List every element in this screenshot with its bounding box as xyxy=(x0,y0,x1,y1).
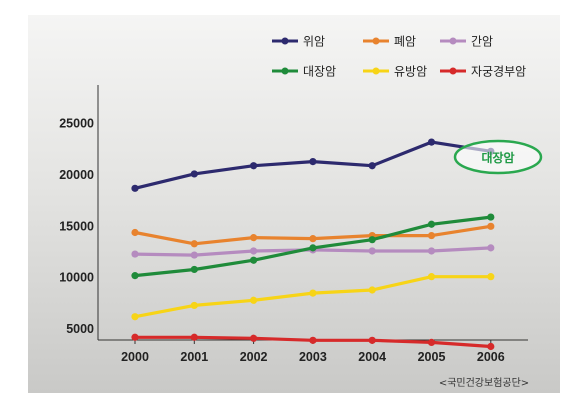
legend-label: 유방암 xyxy=(394,65,427,79)
data-point xyxy=(368,236,376,244)
legend-item: 폐암 xyxy=(363,35,416,49)
series-0 xyxy=(131,138,495,192)
data-point xyxy=(368,336,376,344)
y-tick-label: 25000 xyxy=(59,117,94,131)
legend-item: 간암 xyxy=(440,35,493,49)
series-5 xyxy=(131,333,495,351)
callout-label: 대장암 xyxy=(481,151,514,165)
legend-label: 대장암 xyxy=(303,65,336,79)
data-point xyxy=(309,244,317,252)
data-point xyxy=(190,301,198,310)
legend-label: 위암 xyxy=(303,35,325,49)
data-point xyxy=(190,265,198,274)
x-tick-label: 2005 xyxy=(418,350,446,364)
y-axis-ticks: 5000 10000 15000 20000 25000 xyxy=(59,117,94,336)
data-point xyxy=(250,234,258,242)
legend-item: 위암 xyxy=(272,35,325,49)
series-1 xyxy=(131,222,495,248)
legend-label: 자궁경부암 xyxy=(471,65,526,79)
series-4 xyxy=(131,273,495,321)
y-tick-label: 20000 xyxy=(59,168,94,182)
data-point xyxy=(190,240,198,248)
legend-swatch-dot xyxy=(449,37,457,45)
data-point xyxy=(131,184,139,192)
data-point xyxy=(368,286,376,294)
data-point xyxy=(487,273,495,281)
data-point xyxy=(190,170,198,178)
data-point xyxy=(250,296,258,304)
legend-label: 폐암 xyxy=(394,35,416,49)
data-point xyxy=(487,213,495,221)
data-point xyxy=(250,247,258,255)
chart-background xyxy=(28,15,560,393)
x-tick-label: 2001 xyxy=(180,350,208,364)
data-point xyxy=(309,158,317,166)
data-point xyxy=(190,251,198,259)
x-tick-label: 2002 xyxy=(240,350,268,364)
data-point xyxy=(131,250,139,258)
data-point xyxy=(250,256,258,264)
data-point xyxy=(487,244,495,252)
data-point xyxy=(427,138,436,146)
data-point xyxy=(250,334,258,342)
legend-swatch-dot xyxy=(372,67,380,75)
legend-item: 대장암 xyxy=(272,65,336,79)
data-point xyxy=(131,228,139,237)
legend-swatch-dot xyxy=(281,67,289,75)
data-point xyxy=(131,272,139,280)
data-point xyxy=(427,338,436,346)
data-point xyxy=(131,313,139,321)
legend-swatch-dot xyxy=(449,67,457,75)
data-point xyxy=(309,289,317,297)
data-point xyxy=(487,222,495,230)
callout-ellipse xyxy=(453,139,543,175)
legend-swatch-dot xyxy=(372,37,380,45)
data-point xyxy=(427,231,436,240)
data-point xyxy=(309,235,317,243)
callout: 대장암 xyxy=(453,139,543,175)
legend-item: 자궁경부암 xyxy=(440,65,526,79)
y-tick-label: 5000 xyxy=(66,322,94,336)
series-layer xyxy=(131,138,495,351)
data-point xyxy=(131,333,139,341)
data-point xyxy=(427,273,436,281)
data-point xyxy=(368,162,376,170)
data-point xyxy=(487,342,495,351)
y-tick-label: 15000 xyxy=(59,219,94,233)
x-tick-label: 2006 xyxy=(477,350,505,364)
legend-item: 유방암 xyxy=(363,65,427,79)
legend-swatch-dot xyxy=(281,37,289,45)
x-tick-label: 2003 xyxy=(299,350,327,364)
x-tick-label: 2000 xyxy=(121,350,149,364)
data-point xyxy=(427,247,436,255)
series-3 xyxy=(131,213,495,280)
data-point xyxy=(309,336,317,344)
source-label: <국민건강보험공단> xyxy=(439,377,529,389)
y-tick-label: 10000 xyxy=(59,271,94,285)
data-point xyxy=(250,162,258,170)
data-point xyxy=(190,333,198,341)
data-point xyxy=(427,220,436,228)
x-tick-label: 2004 xyxy=(358,350,386,364)
x-axis-ticks: 2000 2001 2002 2003 2004 2005 2006 xyxy=(121,340,505,364)
legend-label: 간암 xyxy=(471,35,493,49)
data-point xyxy=(368,247,376,255)
